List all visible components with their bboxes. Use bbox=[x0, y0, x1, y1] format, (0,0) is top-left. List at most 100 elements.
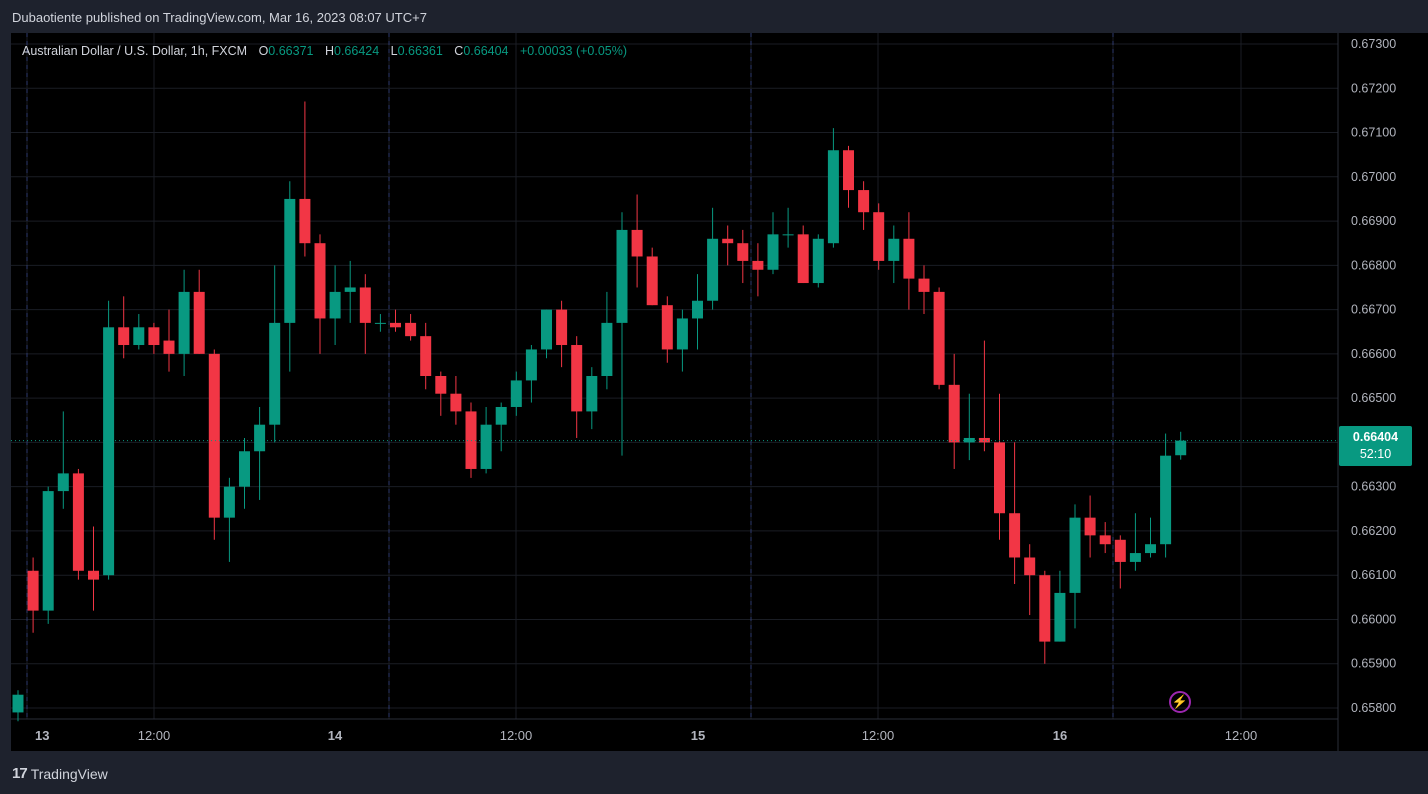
candle-body bbox=[1114, 539, 1126, 562]
candle-body bbox=[1069, 517, 1081, 593]
candle bbox=[1039, 570, 1051, 664]
low-label: L bbox=[390, 44, 398, 58]
symbol-legend: Australian Dollar / U.S. Dollar, 1h, FXC… bbox=[22, 44, 627, 58]
chart-area[interactable]: 0.67300 0.67200 0.67100 0.67000 0.66900 0.668… bbox=[11, 33, 1428, 751]
candle-body bbox=[646, 256, 658, 306]
high-value: 0.66424 bbox=[334, 44, 380, 58]
time-tick-label: 12:00 bbox=[1225, 728, 1258, 743]
candle bbox=[450, 376, 462, 425]
candle bbox=[812, 234, 824, 288]
candle-body bbox=[480, 424, 492, 469]
price-tick-label: 0.67100 bbox=[1351, 126, 1396, 140]
candle-body bbox=[1099, 535, 1111, 545]
candlestick-chart[interactable]: 0.67300 0.67200 0.67100 0.67000 0.66900 0.668… bbox=[11, 33, 1428, 751]
candle bbox=[782, 207, 794, 248]
time-tick-label: 12:00 bbox=[862, 728, 895, 743]
price-tick-label: 0.67200 bbox=[1351, 81, 1396, 95]
candle-body bbox=[163, 340, 175, 354]
candle-body bbox=[88, 570, 99, 580]
price-axis: 0.67300 0.67200 0.67100 0.67000 0.66900 0.668… bbox=[1351, 37, 1396, 715]
high-label: H bbox=[324, 44, 334, 58]
candle bbox=[676, 309, 688, 372]
candle-body bbox=[586, 376, 598, 412]
candle bbox=[1099, 522, 1111, 554]
candle bbox=[239, 437, 250, 509]
candle bbox=[27, 557, 39, 633]
candle bbox=[163, 309, 175, 372]
candle-body bbox=[1175, 440, 1187, 456]
candle-body bbox=[978, 437, 990, 443]
candle-body bbox=[193, 291, 205, 354]
open-value: 0.66371 bbox=[268, 44, 314, 58]
candle bbox=[1069, 504, 1081, 629]
candle-body bbox=[359, 287, 371, 323]
candle bbox=[722, 225, 734, 266]
candle bbox=[978, 340, 990, 452]
candle bbox=[1175, 431, 1187, 460]
candle bbox=[148, 322, 160, 354]
candle-body bbox=[27, 570, 39, 611]
candle-body bbox=[314, 243, 326, 319]
candle bbox=[57, 411, 69, 509]
candle-body bbox=[1145, 544, 1156, 554]
bar-countdown: 52:10 bbox=[1359, 447, 1392, 461]
candle-body bbox=[223, 486, 235, 518]
time-tick-label: 14 bbox=[328, 728, 343, 743]
candle bbox=[631, 194, 643, 288]
candle bbox=[1024, 544, 1036, 616]
candle bbox=[103, 300, 115, 580]
candle-body bbox=[374, 322, 386, 324]
candle-body bbox=[284, 198, 296, 323]
candle-body bbox=[344, 287, 356, 292]
lightning-icon[interactable]: ⚡ bbox=[1169, 691, 1191, 713]
candle bbox=[208, 349, 220, 540]
candle bbox=[329, 265, 341, 346]
candle-body bbox=[178, 291, 190, 354]
candle-body bbox=[525, 349, 537, 381]
candle-body bbox=[329, 291, 341, 319]
symbol-name: Australian Dollar / U.S. Dollar, 1h, FXC… bbox=[22, 44, 248, 58]
candle-body bbox=[601, 322, 613, 376]
candle bbox=[1114, 535, 1126, 589]
candle bbox=[420, 322, 432, 390]
candle-body bbox=[858, 190, 870, 213]
candle bbox=[269, 265, 281, 443]
candle-body bbox=[661, 305, 673, 350]
candle-body bbox=[148, 327, 160, 346]
candle-body bbox=[299, 198, 311, 244]
candle-body bbox=[782, 234, 794, 236]
candle bbox=[737, 229, 749, 284]
candle bbox=[752, 243, 764, 297]
candle bbox=[480, 406, 492, 474]
price-tick-label: 0.66500 bbox=[1351, 391, 1396, 405]
candle-body bbox=[405, 322, 417, 337]
candle bbox=[495, 402, 507, 452]
candle bbox=[178, 269, 190, 376]
price-tick-label: 0.66800 bbox=[1351, 258, 1396, 272]
candle-body bbox=[994, 442, 1005, 514]
candle-body bbox=[42, 491, 54, 611]
price-tick-label: 0.66600 bbox=[1351, 347, 1396, 361]
candle bbox=[1084, 495, 1096, 558]
candle-body bbox=[631, 229, 643, 257]
candle-body bbox=[1054, 592, 1066, 642]
candle-body bbox=[510, 380, 522, 407]
candle bbox=[586, 367, 598, 430]
candle bbox=[344, 260, 356, 323]
candle bbox=[903, 212, 915, 310]
candle-body bbox=[843, 150, 854, 191]
session-separators bbox=[26, 33, 1114, 719]
candle-body bbox=[435, 376, 447, 394]
candle-body bbox=[12, 694, 24, 713]
candle bbox=[118, 296, 130, 359]
candle bbox=[299, 101, 311, 257]
publisher-info: Dubaotiente published on TradingView.com… bbox=[12, 10, 427, 25]
candle-body bbox=[1009, 513, 1021, 558]
candle-body bbox=[767, 234, 779, 270]
tradingview-logo[interactable]: 17 TradingView bbox=[12, 765, 108, 782]
candle-body bbox=[963, 437, 975, 443]
candle-body bbox=[1024, 557, 1036, 576]
time-axis: 13 12:00 14 12:00 15 12:00 16 12:00 bbox=[35, 728, 1257, 743]
tradingview-logo-icon: 17 bbox=[12, 765, 28, 782]
